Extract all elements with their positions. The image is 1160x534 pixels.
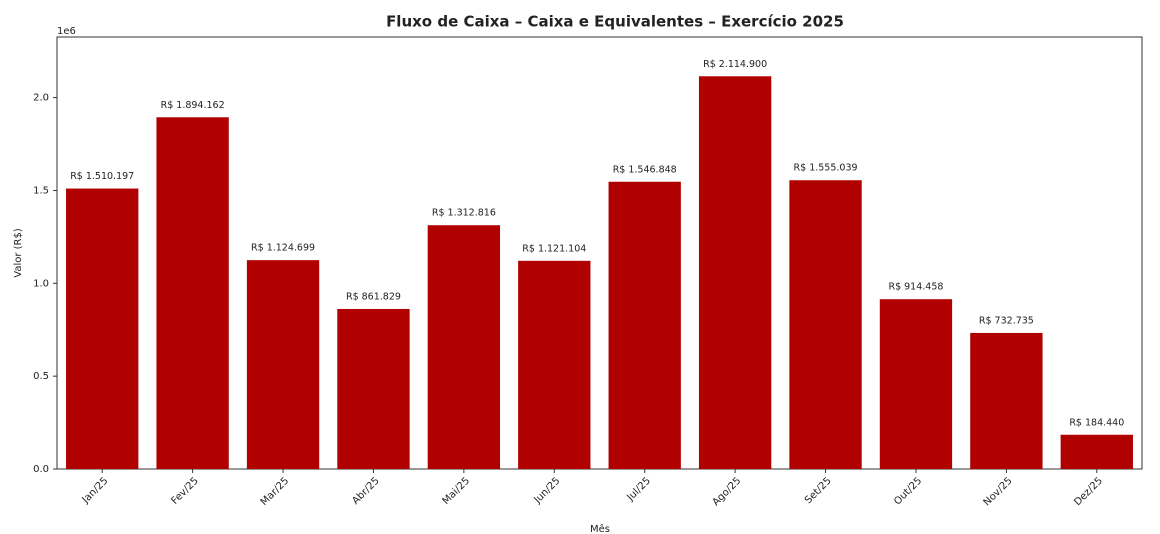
x-tick-label: Jan/25 [80,475,111,506]
y-tick-label: 0.5 [33,371,49,382]
x-tick-label: Jun/25 [532,475,563,506]
x-tick-label: Fev/25 [169,475,200,506]
x-tick-label: Out/25 [892,475,924,507]
y-axis-label: Valor (R$) [13,228,24,278]
bar [518,260,591,469]
value-label: R$ 1.894.162 [161,100,225,111]
y-offset-label: 1e6 [57,26,76,37]
value-label: R$ 861.829 [346,291,401,302]
x-axis-label: Mês [590,523,610,534]
value-label: R$ 184.440 [1069,417,1124,428]
value-label: R$ 1.510.197 [70,171,134,182]
value-label: R$ 1.546.848 [613,164,677,175]
x-tick-label: Mar/25 [259,475,292,508]
x-tick-label: Mai/25 [441,475,473,507]
value-label: R$ 732.735 [979,315,1034,326]
bar [608,181,681,469]
chart-title: Fluxo de Caixa – Caixa e Equivalentes – … [386,13,844,31]
value-label: R$ 1.555.039 [794,163,858,174]
axes-frame [56,36,1143,470]
value-label: R$ 1.121.104 [522,243,586,254]
bar [246,260,320,469]
bar [337,308,410,469]
bar [970,332,1043,469]
x-tick-label: Ago/25 [711,475,744,508]
x-tick-label: Abr/25 [350,475,381,506]
x-tick-label: Jul/25 [625,475,653,503]
bar [156,117,229,470]
bar [1060,434,1133,469]
bar [698,76,772,469]
value-label: R$ 914.458 [888,282,943,293]
bar [879,299,953,469]
bar [66,188,139,470]
y-tick-label: 0.0 [33,464,49,475]
y-tick-label: 2.0 [33,93,49,104]
value-label: R$ 1.124.699 [251,243,315,254]
value-label: R$ 2.114.900 [703,59,767,70]
value-label: R$ 1.312.816 [432,208,496,219]
x-tick-label: Nov/25 [982,475,1015,508]
y-tick-label: 1.0 [33,278,49,289]
x-tick-label: Set/25 [803,475,834,506]
bar [789,180,862,469]
y-tick-label: 1.5 [33,185,49,196]
x-tick-label: Dez/25 [1072,475,1105,508]
bar [427,225,501,469]
